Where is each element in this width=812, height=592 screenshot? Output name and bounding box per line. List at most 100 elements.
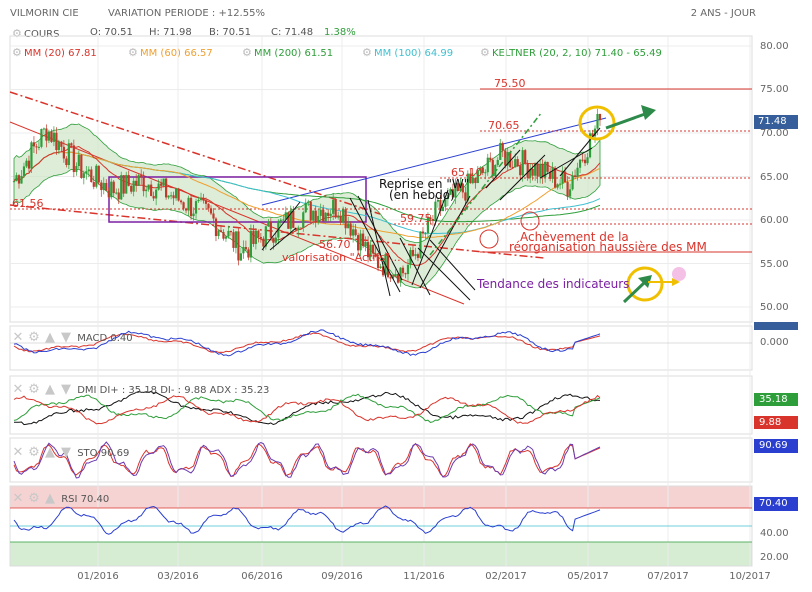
candle-body	[376, 256, 380, 268]
candle-body	[406, 264, 410, 275]
arrow-down-icon[interactable]: ▼	[61, 382, 71, 397]
gear-icon[interactable]: ⚙	[28, 491, 40, 506]
di-minus-value: DI- : 9.88	[160, 385, 207, 396]
level-label-5670: 56.70	[319, 238, 351, 251]
arrow-up-icon[interactable]: ▲	[45, 330, 55, 345]
candle-body	[25, 160, 28, 167]
candle-body	[15, 175, 18, 182]
candle-body	[424, 233, 427, 235]
candle-body	[70, 143, 73, 146]
candle-body	[509, 151, 512, 168]
candle-body	[501, 143, 504, 151]
candle-body	[242, 247, 245, 254]
x-tick-label: 09/2016	[321, 571, 363, 582]
candle-body	[112, 181, 115, 194]
candle-body	[519, 166, 522, 176]
period-selector[interactable]: 2 ANS - JOUR	[690, 8, 756, 19]
chart-header: VILMORIN CIE VARIATION PERIODE : +12.55%…	[10, 8, 800, 22]
candle-body	[551, 168, 554, 179]
gear-icon[interactable]: ⚙	[242, 46, 252, 59]
candle-body	[169, 195, 173, 197]
gear-icon[interactable]: ⚙	[28, 382, 40, 397]
arrow-up-icon[interactable]: ▲	[45, 382, 55, 397]
rsi-overbought-zone	[10, 486, 752, 508]
rsi-oversold-zone	[10, 542, 752, 566]
candle-body	[319, 209, 322, 216]
candle-body	[140, 175, 143, 178]
candle-body	[174, 188, 178, 199]
candle-body	[581, 159, 584, 161]
sto-badge: 90.69	[759, 440, 788, 451]
candle-body	[416, 254, 420, 258]
di-plus-badge: 35.18	[759, 394, 788, 405]
sto-panel-frame	[9, 437, 753, 483]
candle-body	[309, 201, 312, 221]
close-icon[interactable]: ✕	[12, 382, 24, 397]
price-tick-55: 55.00	[760, 259, 789, 270]
candle-body	[484, 172, 487, 174]
candle-body	[142, 177, 145, 192]
gear-icon[interactable]: ⚙	[128, 46, 138, 59]
candle-body	[127, 174, 130, 186]
macd-axis-label: 0.000	[760, 337, 789, 348]
close-icon[interactable]: ✕	[12, 445, 24, 460]
candle-body	[322, 209, 325, 222]
candle-body	[62, 146, 65, 159]
macd-panel-frame	[9, 325, 753, 371]
candle-body	[274, 237, 277, 243]
di-minus-badge: 9.88	[759, 417, 782, 428]
candle-body	[179, 200, 183, 203]
gear-icon[interactable]: ⚙	[480, 46, 490, 59]
candle-body	[566, 182, 569, 197]
candle-body	[479, 167, 482, 171]
candle-body	[167, 195, 170, 198]
candle-body	[22, 166, 26, 176]
arrow-down-icon[interactable]: ▼	[61, 330, 71, 345]
candle-body	[441, 206, 445, 212]
candle-body	[449, 189, 452, 195]
candle-body	[571, 175, 574, 190]
candle-body	[568, 189, 572, 197]
candle-body	[37, 146, 41, 148]
gear-icon[interactable]: ⚙	[12, 27, 22, 40]
candle-body	[354, 229, 357, 236]
di-minus-line	[13, 394, 601, 425]
candle-body	[561, 171, 564, 184]
candle-body	[556, 184, 559, 188]
arrow-up-icon[interactable]: ▲	[45, 445, 55, 460]
candle-body	[135, 180, 138, 186]
candle-body	[302, 212, 305, 228]
gear-icon[interactable]: ⚙	[12, 46, 22, 59]
close-icon[interactable]: ✕	[12, 491, 24, 506]
gear-icon[interactable]: ⚙	[28, 445, 40, 460]
candle-body	[352, 229, 355, 236]
arrow-down-icon[interactable]: ▼	[61, 445, 71, 460]
x-tick-label: 10/2017	[729, 571, 771, 582]
candle-body	[259, 237, 262, 239]
candle-body	[222, 232, 225, 239]
candle-body	[252, 230, 255, 244]
candle-body	[17, 175, 21, 184]
gear-icon[interactable]: ⚙	[362, 46, 372, 59]
candle-body	[95, 165, 98, 187]
candle-body	[511, 167, 514, 169]
level-label-6510: 65.10	[451, 166, 483, 179]
achevement-label: Achèvement de la	[520, 230, 629, 244]
arrow-up-icon[interactable]: ▲	[45, 491, 55, 506]
adx-line	[13, 390, 601, 426]
candle-body	[97, 165, 100, 183]
gear-icon[interactable]: ⚙	[28, 330, 40, 345]
candle-body	[55, 132, 58, 151]
highlight-circle-legend	[626, 266, 664, 302]
close-icon[interactable]: ✕	[12, 330, 24, 345]
candle-body	[573, 175, 577, 177]
candle-body	[247, 249, 250, 258]
candle-body	[27, 160, 31, 169]
mm60-line	[13, 151, 601, 239]
candle-body	[446, 194, 449, 200]
candle-body	[217, 230, 220, 237]
candle-body	[262, 238, 265, 247]
mm200-label: MM (200)	[254, 48, 302, 59]
candle-body	[189, 197, 193, 217]
candle-body	[122, 175, 125, 194]
